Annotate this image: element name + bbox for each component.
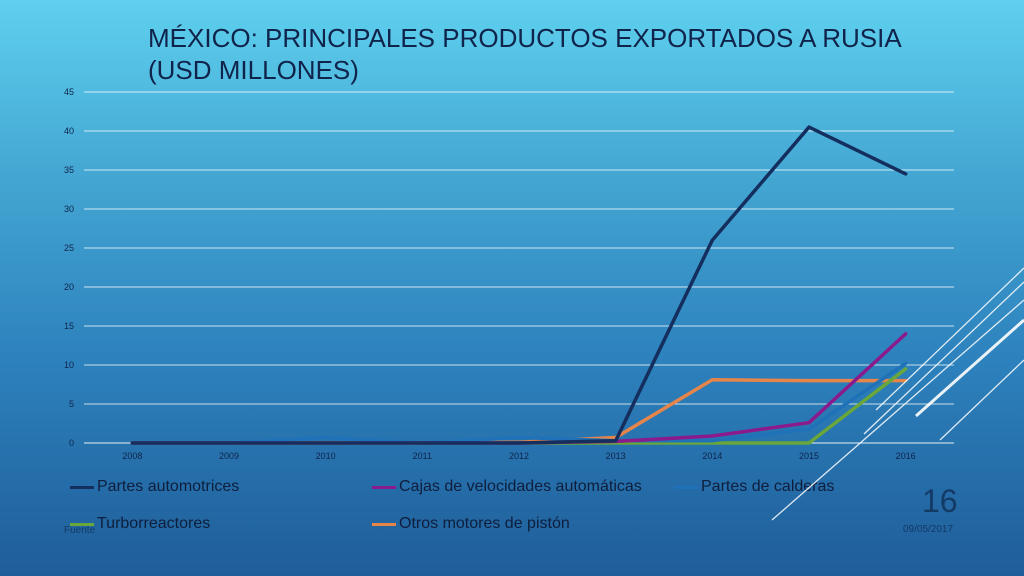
- x-tick-label: 2008: [122, 451, 142, 461]
- legend-swatch: [70, 522, 94, 526]
- y-tick-label: 15: [64, 321, 74, 331]
- legend-label: Otros motores de pistón: [399, 515, 570, 532]
- x-tick-label: 2015: [799, 451, 819, 461]
- y-tick-label: 30: [64, 204, 74, 214]
- y-tick-label: 10: [64, 360, 74, 370]
- x-tick-label: 2013: [606, 451, 626, 461]
- legend-swatch: [70, 485, 94, 489]
- legend-item: Otros motores de pistón: [372, 513, 570, 535]
- legend-swatch: [674, 485, 698, 489]
- series-line-cajas-de-velocidades-autom-ticas: [130, 332, 908, 445]
- x-tick-label: 2014: [702, 451, 722, 461]
- y-tick-label: 5: [69, 399, 74, 409]
- slide-title-line1: MÉXICO: PRINCIPALES PRODUCTOS EXPORTADOS…: [148, 23, 902, 53]
- y-tick-label: 0: [69, 438, 74, 448]
- x-tick-label: 2010: [316, 451, 336, 461]
- x-tick-label: 2012: [509, 451, 529, 461]
- legend-item: Partes de calderas: [674, 476, 834, 498]
- y-tick-label: 25: [64, 243, 74, 253]
- legend-swatch: [372, 522, 396, 526]
- source-label: Fuente: [64, 525, 96, 536]
- legend-swatch: [372, 485, 396, 489]
- legend-label: Turborreactores: [97, 515, 211, 532]
- legend-label: Partes de calderas: [701, 478, 835, 495]
- y-tick-label: 20: [64, 282, 74, 292]
- slide-number: 16: [922, 483, 958, 519]
- series-line-partes-de-calderas: [130, 361, 908, 445]
- x-tick-label: 2016: [896, 451, 916, 461]
- x-tick-label: 2011: [413, 451, 432, 461]
- x-tick-label: 2009: [219, 451, 239, 461]
- slide-title: MÉXICO: PRINCIPALES PRODUCTOS EXPORTADOS…: [148, 22, 948, 86]
- y-tick-label: 45: [64, 87, 74, 97]
- legend-item: Cajas de velocidades automáticas: [372, 476, 642, 498]
- y-tick-label: 35: [64, 165, 74, 175]
- y-tick-label: 40: [64, 126, 74, 136]
- series-line-partes-automotrices: [130, 125, 908, 445]
- series-line-otros-motores-de-pist-n: [130, 378, 908, 445]
- slide-title-line2: (USD MILLONES): [148, 55, 359, 85]
- legend-label: Cajas de velocidades automáticas: [399, 478, 642, 495]
- legend-item: Partes automotrices: [70, 476, 239, 498]
- legend-label: Partes automotrices: [97, 478, 240, 495]
- legend-item: Turborreactores: [70, 513, 210, 535]
- slide-date: 09/05/2017: [903, 524, 954, 535]
